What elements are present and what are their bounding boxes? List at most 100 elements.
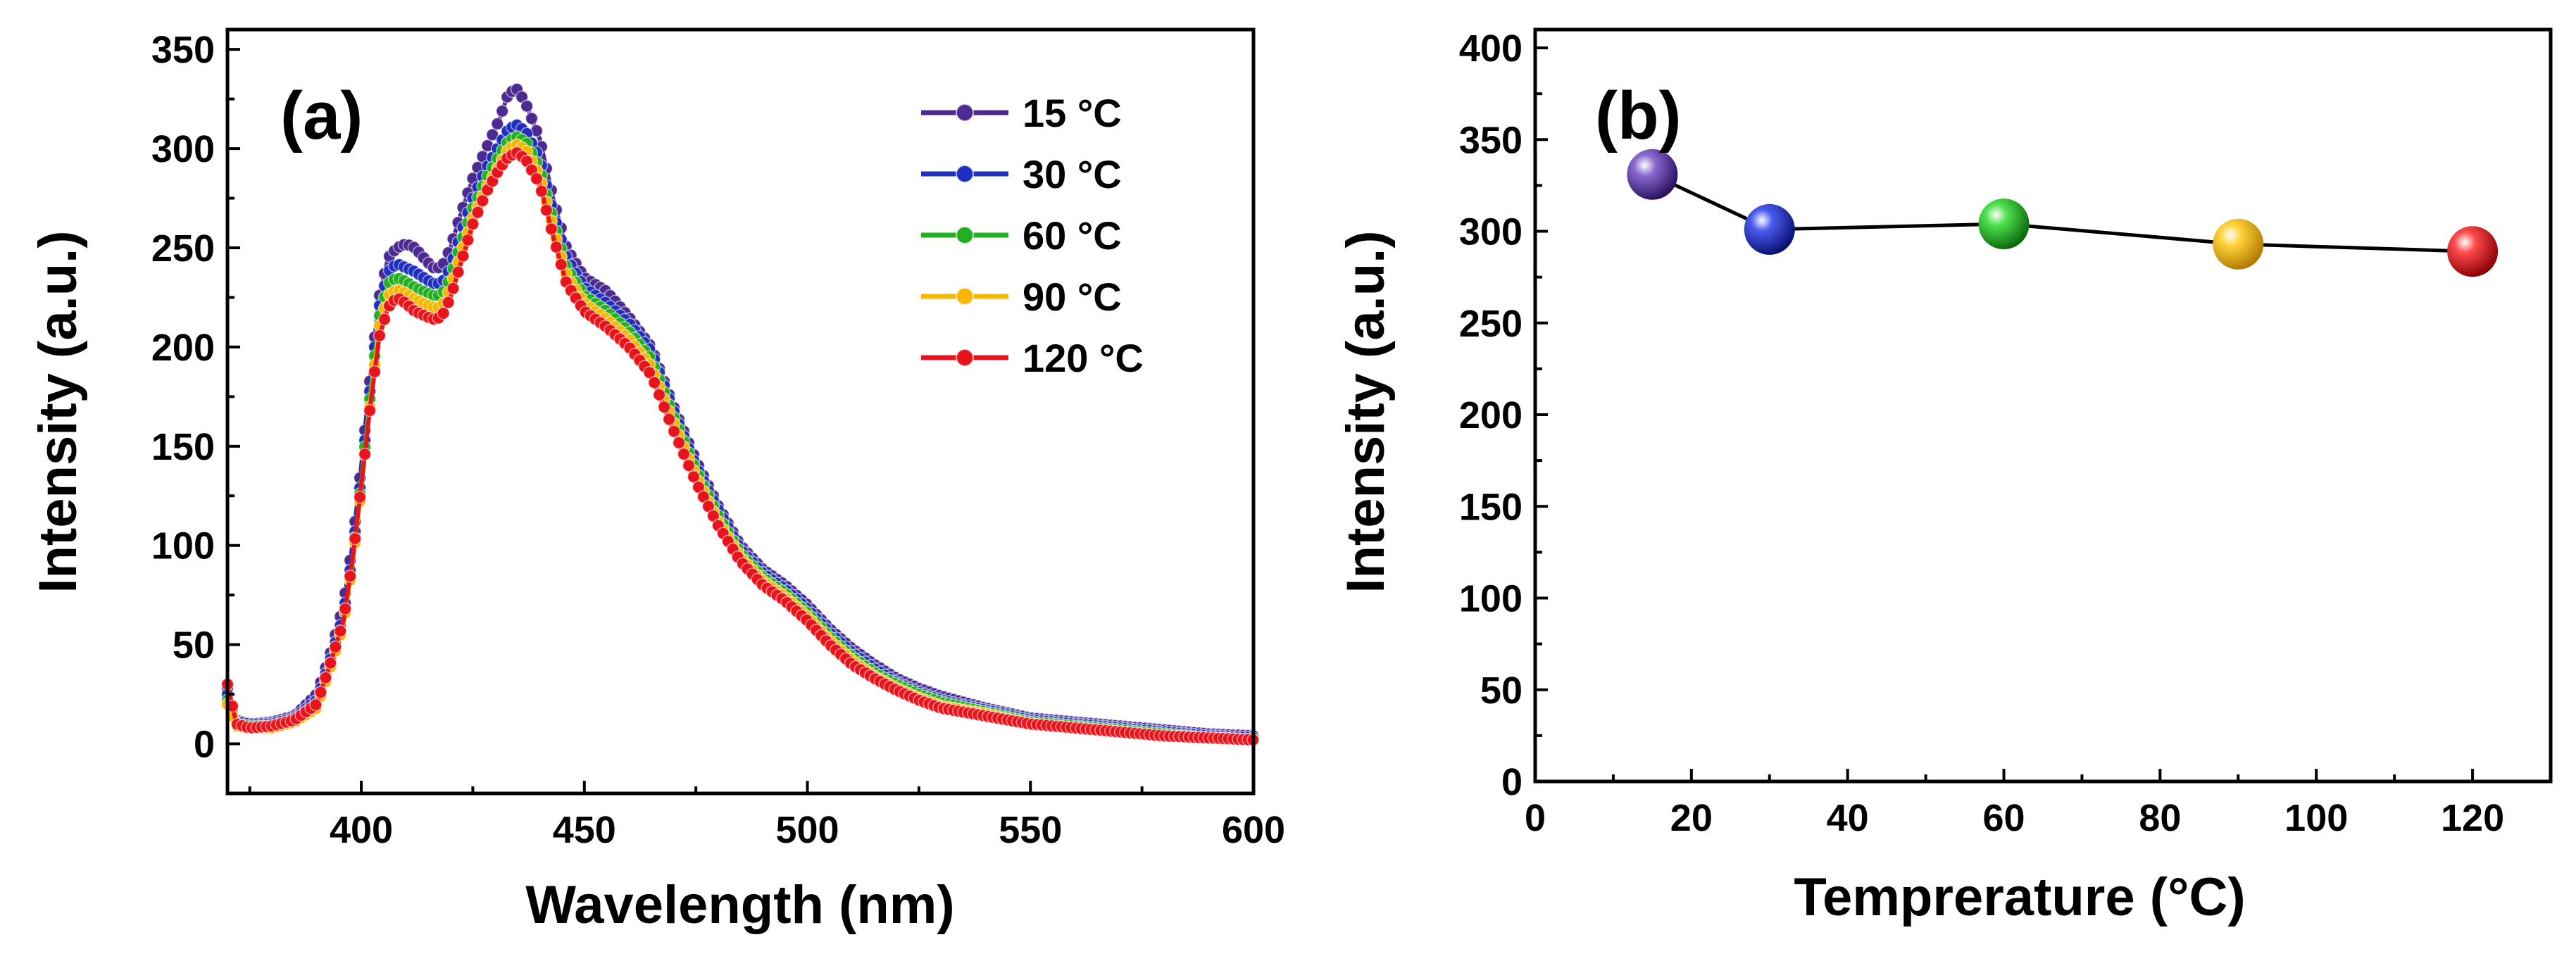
spectra-data-point xyxy=(471,206,484,219)
spectra-data-point xyxy=(334,624,347,638)
spectra-y-tick-label: 350 xyxy=(151,29,215,71)
legend-marker xyxy=(956,165,974,183)
spectra-data-point xyxy=(446,282,460,296)
spectra-data-point xyxy=(343,570,357,583)
temperature-y-tick-label: 250 xyxy=(1459,303,1523,345)
spectra-data-point xyxy=(442,296,455,309)
spectra-x-tick-label: 500 xyxy=(775,809,839,851)
spectra-data-point xyxy=(451,265,465,279)
temperature-x-tick-label: 120 xyxy=(2441,797,2504,839)
legend-marker xyxy=(956,226,974,244)
spectra-data-point xyxy=(657,400,671,414)
legend-label: 15 °C xyxy=(1023,91,1122,135)
spectra-y-tick-label: 0 xyxy=(194,724,215,766)
temperature-panel: 0 20 40 60 80 100 120050100150200250300350400 … xyxy=(1336,27,2553,927)
spectra-data-point xyxy=(647,376,661,389)
spectra-data-point xyxy=(677,447,691,461)
temperature-data-point xyxy=(1627,149,1678,200)
temperature-y-tick-label: 350 xyxy=(1459,119,1523,161)
spectra-data-point xyxy=(534,184,549,198)
spectra-data-point xyxy=(363,403,377,417)
temperature-plot-frame xyxy=(1533,27,2553,784)
spectra-data-point xyxy=(437,306,450,320)
spectra-data-point xyxy=(348,532,362,546)
legend-marker xyxy=(956,287,974,306)
temperature-y-tick-label: 200 xyxy=(1459,394,1523,436)
spectra-data-point xyxy=(466,217,480,231)
temperature-axis-ticks: 0 20 40 60 80 100 120 0 50 100 150 200 250 300 350 400 xyxy=(1459,27,2504,839)
spectra-y-tick-label: 100 xyxy=(151,525,215,567)
legend-label: 60 °C xyxy=(1023,213,1122,258)
spectra-series-layer xyxy=(220,82,1260,747)
spectra-data-point xyxy=(495,104,509,118)
temperature-y-tick-label: 150 xyxy=(1459,486,1523,528)
temperature-x-tick-label: 40 xyxy=(1827,797,1869,839)
spectra-data-point xyxy=(461,233,475,247)
spectra-x-tick-label: 600 xyxy=(1222,809,1285,851)
legend-marker xyxy=(956,348,974,367)
temperature-y-axis-title: Intensity (a.u.) xyxy=(1336,230,1396,593)
spectra-data-point xyxy=(549,240,563,254)
spectra-panel: 400 450 500 550 600 0 50 100 150 200 250 300 350 (a)… xyxy=(28,27,1285,935)
spectra-data-point xyxy=(667,425,681,438)
legend-label: 120 °C xyxy=(1023,336,1144,380)
temperature-x-axis-title: Temprerature (°C) xyxy=(1794,867,2245,927)
spectra-data-point xyxy=(476,194,489,208)
spectra-x-tick-label: 550 xyxy=(999,809,1062,851)
spectra-y-axis-title: Intensity (a.u.) xyxy=(28,230,88,593)
temperature-y-tick-label: 50 xyxy=(1480,670,1523,712)
spectra-data-point xyxy=(525,112,539,125)
spectra-x-axis-title: Wavelength (nm) xyxy=(525,875,954,935)
panel-label-b: (b) xyxy=(1595,78,1682,153)
temperature-y-tick-label: 300 xyxy=(1459,211,1523,253)
temperature-y-tick-label: 0 xyxy=(1501,761,1523,803)
spectra-data-point xyxy=(377,313,392,326)
temperature-y-tick-label: 400 xyxy=(1459,27,1523,70)
spectra-data-point xyxy=(672,436,686,450)
spectra-y-tick-label: 300 xyxy=(151,128,215,170)
spectra-x-tick-label: 450 xyxy=(553,809,616,851)
spectra-data-point xyxy=(324,656,337,670)
spectra-data-point xyxy=(314,686,327,699)
temperature-x-tick-label: 20 xyxy=(1670,797,1713,839)
legend-marker xyxy=(956,103,974,122)
spectra-data-point xyxy=(544,222,558,236)
spectra-y-tick-label: 50 xyxy=(173,624,215,667)
spectra-data-point xyxy=(368,365,382,379)
spectra-data-point xyxy=(554,258,568,271)
spectra-data-point xyxy=(682,458,696,472)
spectra-data-point xyxy=(687,470,701,484)
legend-label: 30 °C xyxy=(1023,152,1122,196)
panel-label-a: (a) xyxy=(280,78,363,153)
spectra-data-point xyxy=(358,447,372,461)
spectra-data-point xyxy=(662,413,676,426)
temperature-data-point xyxy=(2447,226,2499,277)
temperature-x-tick-label: 80 xyxy=(2139,797,2181,839)
spectra-data-point xyxy=(338,602,352,616)
spectra-x-tick-label: 400 xyxy=(330,809,393,851)
spectra-data-point xyxy=(456,249,470,263)
spectra-data-point xyxy=(353,490,367,504)
legend-label: 90 °C xyxy=(1023,275,1122,319)
temperature-y-tick-label: 100 xyxy=(1459,578,1523,620)
spectra-data-point xyxy=(539,203,554,217)
spectra-data-point xyxy=(652,388,666,402)
spectra-plot-frame xyxy=(225,27,1256,796)
temperature-x-tick-label: 60 xyxy=(1982,797,2025,839)
temperature-data-point xyxy=(2213,218,2264,270)
spectra-legend: 15 °C 30 °C 60 °C 90 °C 120 °C xyxy=(921,91,1144,380)
spectra-data-point xyxy=(530,172,544,186)
spectra-data-point xyxy=(491,117,504,131)
temperature-x-tick-label: 0 xyxy=(1525,797,1546,839)
spectra-y-tick-label: 200 xyxy=(151,327,215,369)
spectra-data-point xyxy=(520,99,534,113)
spectra-data-point xyxy=(319,671,332,684)
spectra-axis-ticks: 400 450 500 550 600 0 50 100 150 200 250 300 350 xyxy=(151,29,1285,851)
temperature-data-point xyxy=(1978,199,2030,250)
spectra-series xyxy=(220,146,1260,747)
spectra-data-point xyxy=(309,698,323,712)
temperature-x-tick-label: 100 xyxy=(2284,797,2348,839)
temperature-data-point xyxy=(1744,203,1795,255)
spectra-data-point xyxy=(373,329,387,342)
